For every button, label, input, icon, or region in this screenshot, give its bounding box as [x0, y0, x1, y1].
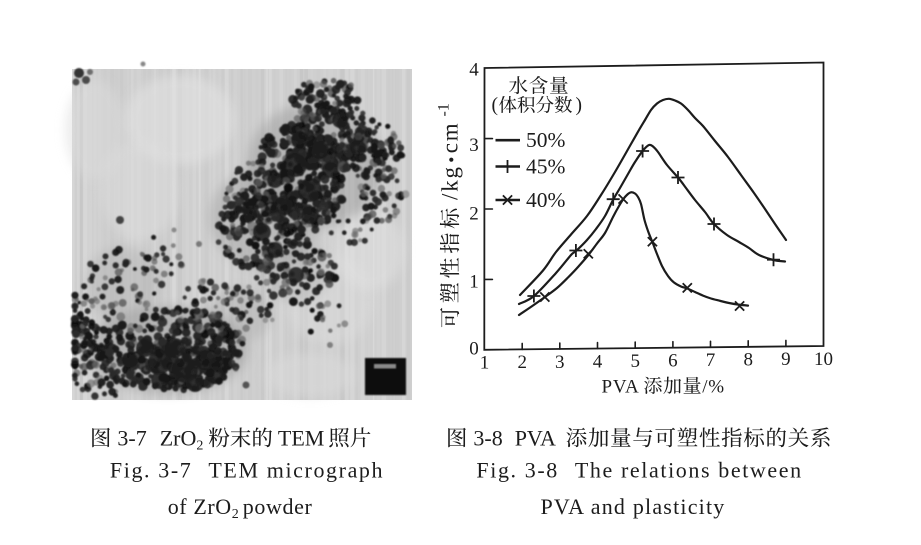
svg-text:6: 6 [668, 351, 678, 372]
svg-text:9: 9 [781, 349, 791, 370]
svg-text:Fig. 3-7: Fig. 3-7 [110, 458, 192, 483]
svg-text:3-8: 3-8 [473, 426, 502, 451]
svg-text:-1: -1 [436, 103, 453, 116]
svg-text:The relations between: The relations between [575, 458, 803, 483]
svg-text:1: 1 [480, 353, 490, 374]
svg-text:7: 7 [706, 350, 716, 371]
svg-text:5: 5 [630, 351, 640, 372]
svg-text:3-7: 3-7 [117, 426, 146, 451]
svg-text:2: 2 [196, 439, 203, 454]
svg-text:0: 0 [469, 339, 479, 360]
svg-text:ZrO: ZrO [160, 426, 197, 451]
svg-text:3: 3 [469, 135, 479, 156]
svg-text:40%: 40% [526, 188, 566, 212]
svg-text:PVA and plasticity: PVA and plasticity [541, 494, 726, 519]
svg-text:3: 3 [555, 352, 565, 373]
svg-text:1: 1 [469, 272, 479, 293]
svg-text:2: 2 [517, 352, 527, 373]
svg-text:4: 4 [593, 351, 603, 372]
svg-text:PVA: PVA [515, 426, 556, 451]
svg-text:/kg: /kg [438, 165, 463, 200]
svg-text:of ZrO: of ZrO [168, 494, 232, 519]
svg-text:10: 10 [814, 349, 833, 370]
svg-text:50%: 50% [526, 128, 566, 152]
svg-text:): ) [576, 95, 583, 116]
svg-text:2: 2 [469, 203, 479, 224]
svg-text:TEM micrograph: TEM micrograph [208, 458, 384, 483]
svg-text:2: 2 [232, 507, 239, 522]
svg-text:/%: /% [702, 377, 725, 398]
svg-text:PVA: PVA [602, 377, 640, 398]
svg-text:8: 8 [743, 350, 753, 371]
svg-text:(: ( [492, 95, 499, 116]
svg-text:4: 4 [469, 60, 479, 81]
svg-text:TEM: TEM [278, 426, 324, 451]
svg-text:45%: 45% [526, 155, 566, 179]
svg-text:Fig. 3-8: Fig. 3-8 [476, 458, 558, 483]
svg-text:powder: powder [243, 494, 313, 519]
svg-text:cm: cm [438, 121, 463, 153]
